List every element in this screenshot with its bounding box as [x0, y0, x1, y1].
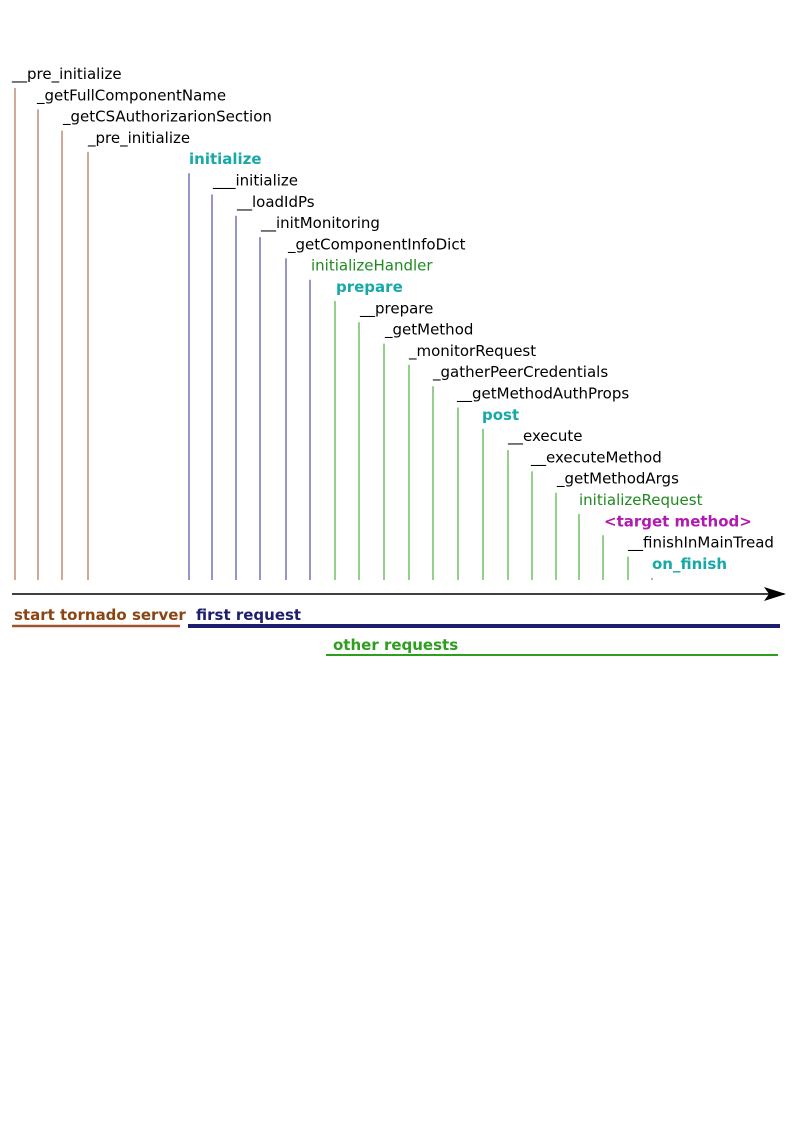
step-labels: __pre_initialize _getFullComponentName _ge…: [11, 65, 774, 573]
step-label-getfullcomponentname: _getFullComponentName: [36, 86, 226, 105]
step-label-getmethodauthprops: __getMethodAuthProps: [456, 385, 629, 404]
phase-label-startup: start tornado server: [14, 606, 186, 624]
step-label-finishinmaintread: __finishInMainTread: [627, 534, 774, 553]
step-label-on-finish: on_finish: [652, 555, 727, 573]
step-lines: [14, 88, 653, 580]
step-label-initialize: ___initialize: [212, 172, 298, 191]
step-label-post: post: [482, 406, 519, 424]
step-label-gatherpeercredentials: _gatherPeerCredentials: [432, 363, 608, 382]
step-label-getmethodargs: _getMethodArgs: [556, 470, 679, 489]
step-label-getmethod: _getMethod: [384, 321, 473, 340]
step-label-getcomponentinfodict: _getComponentInfoDict: [287, 235, 466, 254]
step-label-execute: __execute: [507, 427, 582, 446]
step-label-pre-initialize: _pre_initialize: [87, 129, 190, 148]
step-label-initializehandler: initializeHandler: [311, 257, 433, 275]
step-label-initmonitoring: __initMonitoring: [260, 214, 380, 233]
step-label-getcsauthorizarionsection: _getCSAuthorizarionSection: [62, 108, 272, 127]
phase-label-other-requests: other requests: [333, 636, 458, 654]
step-label-loadidps: __loadIdPs: [236, 193, 315, 212]
step-label-target-method: <target method>: [604, 512, 752, 530]
phase-label-first-request: first request: [196, 606, 301, 624]
step-label-prepare: prepare: [336, 278, 403, 296]
step-label-initializerequest: initializeRequest: [579, 491, 703, 509]
step-label-pre-initialize: __pre_initialize: [11, 65, 122, 84]
step-label-initialize: initialize: [189, 150, 262, 168]
step-label-monitorrequest: _monitorRequest: [408, 342, 536, 361]
step-label-prepare: __prepare: [359, 299, 433, 318]
step-label-executemethod: __executeMethod: [530, 448, 662, 467]
